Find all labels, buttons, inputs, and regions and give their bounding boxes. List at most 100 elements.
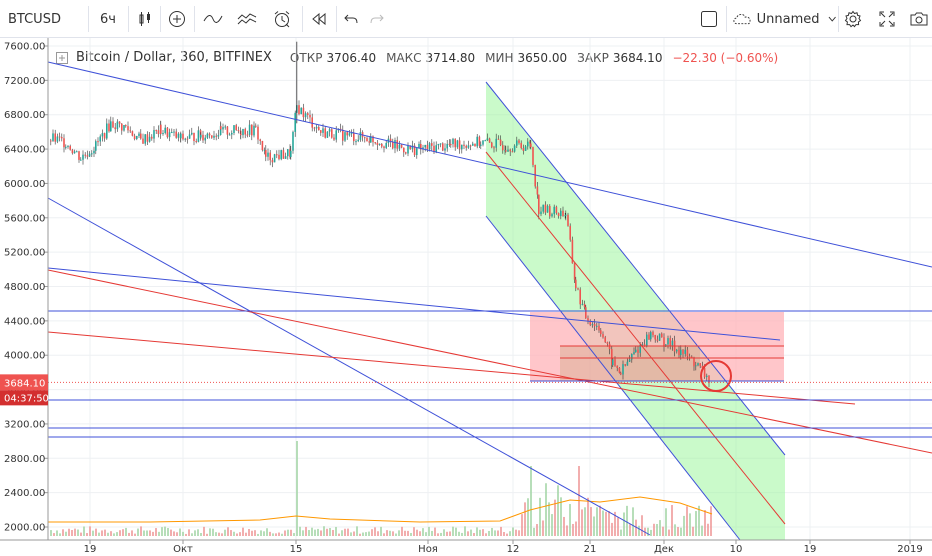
candle-body — [162, 132, 164, 134]
volume-bar — [587, 497, 589, 536]
candle-body — [298, 105, 300, 115]
collapse-legend-icon[interactable] — [56, 51, 68, 64]
candle-body — [69, 145, 71, 150]
volume-bar — [149, 530, 151, 536]
volume-bar — [233, 531, 235, 536]
volume-bar — [683, 515, 685, 536]
channel-upper-line[interactable] — [485, 81, 786, 456]
candle-body — [635, 349, 637, 353]
candle-body — [215, 135, 217, 137]
trend-lines[interactable] — [47, 61, 932, 541]
candle-body — [439, 143, 442, 145]
candle-body — [110, 121, 112, 132]
volume-bar — [515, 529, 517, 536]
candle-body — [411, 145, 414, 149]
volume-bar — [251, 530, 253, 536]
candle-body — [140, 133, 142, 139]
volume-bar — [500, 526, 502, 536]
candle-body — [513, 145, 516, 152]
candle-body — [204, 137, 206, 141]
price-axis[interactable]: 7600.00 7200.00 6800.00 6400.00 6000.00 5600.… — [0, 38, 49, 540]
trendline-red-upper[interactable] — [47, 269, 932, 454]
candle-body — [195, 141, 197, 143]
candle-body — [428, 143, 431, 150]
candle-body — [265, 149, 267, 157]
volume-bar — [698, 505, 700, 536]
candle-body — [364, 137, 366, 139]
replay-icon[interactable] — [308, 6, 330, 32]
candle-body — [656, 339, 659, 341]
candle-body — [520, 142, 522, 149]
candle-body — [78, 151, 80, 160]
candle-body — [307, 113, 309, 115]
candle-body — [197, 130, 200, 142]
candle-body — [611, 349, 613, 366]
candle-body — [383, 146, 385, 148]
candle-body — [665, 344, 667, 347]
volume-bar — [194, 530, 196, 536]
highlight-circle[interactable] — [700, 360, 732, 392]
price-tick-label: 6000.00 — [4, 179, 45, 190]
fullscreen-icon[interactable] — [876, 6, 898, 32]
candle-body — [593, 324, 596, 327]
channel-mid-line[interactable] — [485, 151, 786, 525]
candle-body — [242, 128, 244, 136]
trendline-steep-blue[interactable] — [47, 197, 651, 536]
candle-body — [97, 141, 99, 143]
indicators-icon[interactable] — [200, 6, 226, 32]
volume-bar — [371, 529, 373, 536]
symbol-search-button[interactable]: BTCUSD — [8, 11, 61, 27]
volume-bar — [224, 529, 226, 536]
redo-icon[interactable] — [366, 6, 388, 32]
settings-gear-icon[interactable] — [842, 6, 864, 32]
candle-body — [296, 105, 298, 113]
volume-bar — [602, 510, 604, 536]
trendline-red-lower[interactable] — [47, 331, 856, 405]
candle-body — [564, 215, 566, 217]
countdown-label: 04:37:50 — [4, 393, 49, 404]
candle-body — [658, 333, 661, 341]
undo-icon[interactable] — [340, 6, 362, 32]
compare-icon[interactable] — [234, 6, 260, 32]
volume-bar — [506, 533, 508, 536]
volume-bar — [146, 530, 148, 536]
candle-body — [348, 133, 351, 136]
channel-lower-line[interactable] — [485, 215, 741, 541]
interval-button[interactable]: 6ч — [100, 11, 116, 27]
symbol-title: Bitcoin / Dollar, 360, BITFINEX — [76, 50, 272, 65]
candle-body — [622, 364, 624, 375]
candle-body — [396, 140, 398, 149]
candle-body — [551, 214, 553, 217]
volume-bar — [125, 527, 127, 536]
volume-bar — [122, 529, 124, 536]
volume-bar — [119, 530, 121, 536]
candles-style-icon[interactable] — [134, 6, 156, 32]
volume-bar — [584, 507, 586, 536]
volume-bar — [479, 529, 481, 536]
candle-body — [706, 375, 708, 378]
candle-body — [661, 333, 663, 338]
camera-snapshot-icon[interactable] — [908, 6, 930, 32]
candle-body — [522, 148, 525, 151]
volume-bar — [704, 510, 706, 536]
candle-body — [114, 127, 116, 130]
candle-body — [136, 135, 138, 140]
volume-bar — [668, 529, 670, 536]
layout-menu-button[interactable]: Unnamed — [732, 6, 836, 32]
price-tick-label: 2000.00 — [4, 523, 45, 534]
candle-body — [346, 132, 348, 136]
descending-channel-fill — [486, 82, 785, 540]
trendline-mid-blue[interactable] — [47, 267, 781, 341]
alert-clock-icon[interactable] — [270, 6, 294, 32]
volume-bar — [347, 528, 349, 536]
time-axis[interactable]: 19 Окт 15 Ноя 12 21 Дек 10 19 2019 — [0, 539, 932, 555]
candle-body — [80, 159, 82, 161]
volume-bar — [335, 526, 337, 536]
volume-bar — [218, 532, 220, 536]
trendline-long-blue[interactable] — [47, 61, 932, 268]
candle-body — [355, 141, 357, 143]
volume-bar — [314, 529, 316, 536]
select-checkbox-icon[interactable] — [698, 6, 720, 32]
add-indicator-icon[interactable] — [166, 6, 188, 32]
